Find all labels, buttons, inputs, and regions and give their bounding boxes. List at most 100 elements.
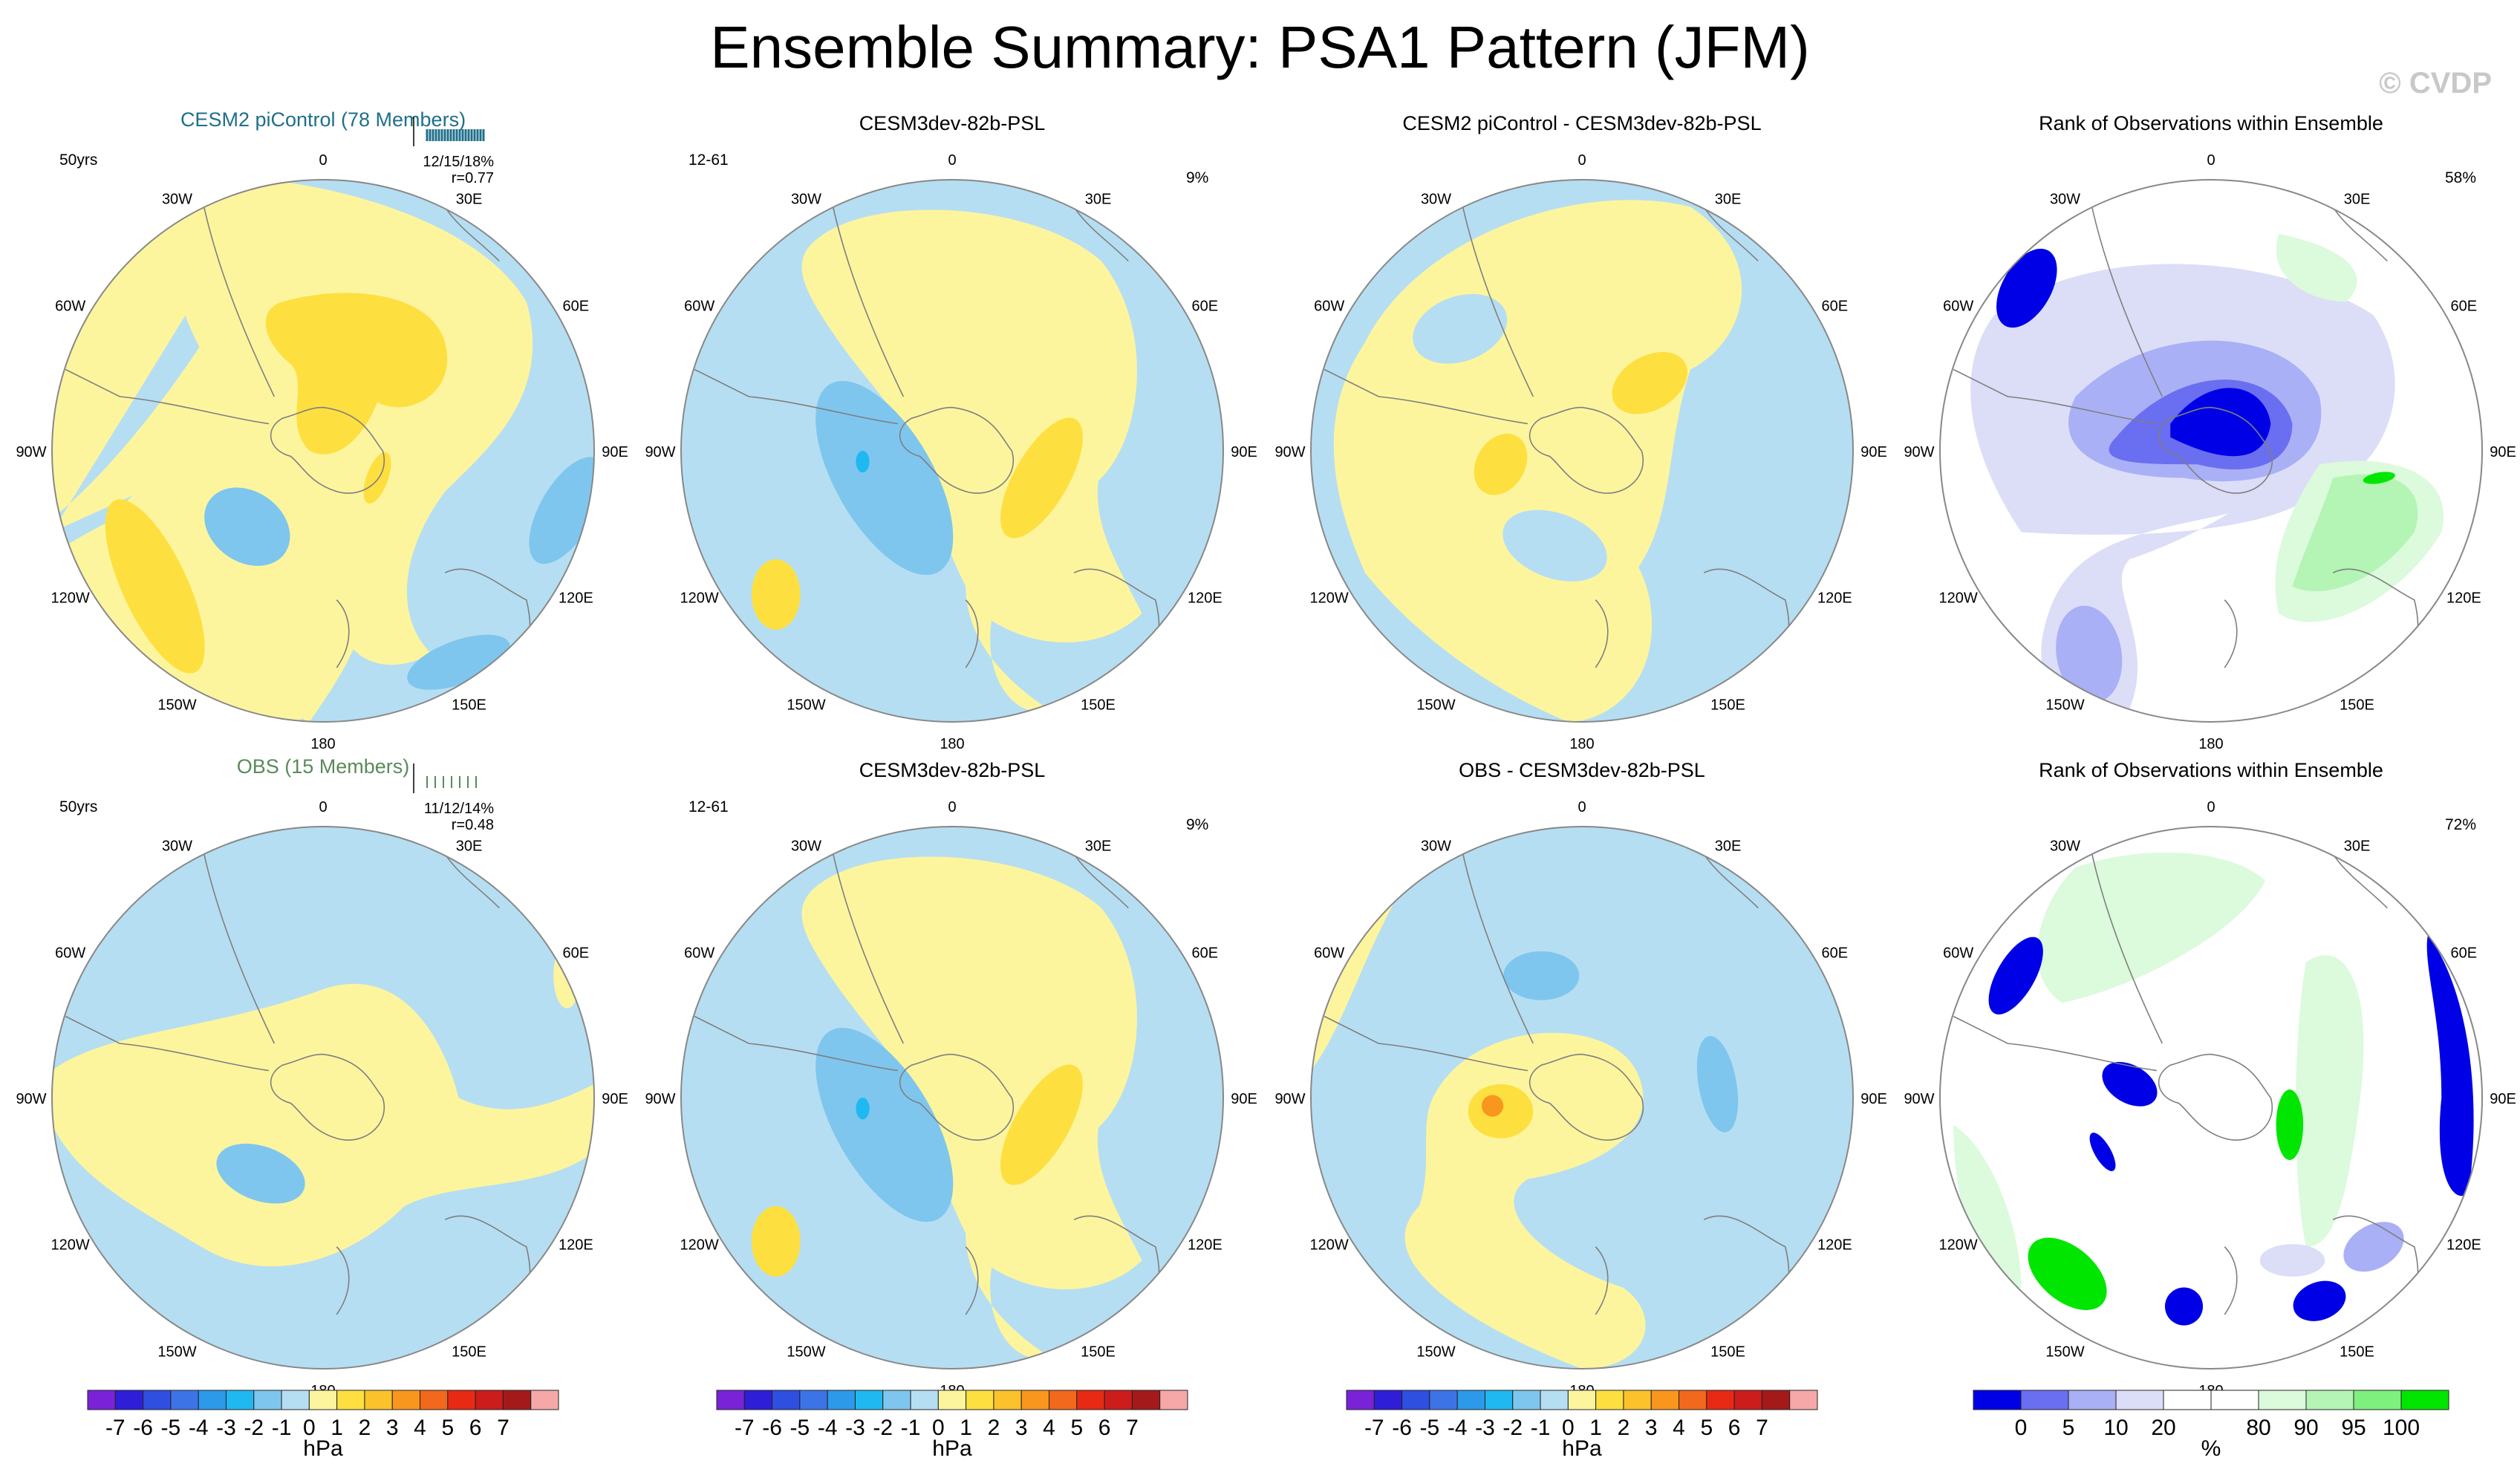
colorbar-tick-label: -5 [790, 1416, 810, 1440]
colorbar-swatch [114, 1390, 144, 1410]
longitude-label: 120W [1939, 1237, 1978, 1254]
contour-region [105, 499, 205, 674]
coastline [829, 840, 905, 1044]
colorbar-tick-label: 5 [441, 1416, 454, 1440]
longitude-label: 90W [16, 1091, 46, 1107]
longitude-label: 0 [2207, 799, 2215, 815]
longitude-label: 90E [1231, 1091, 1257, 1107]
colorbar-tick-label: 0 [303, 1416, 316, 1440]
longitude-label: 150W [1416, 697, 1455, 713]
longitude-label: 90E [1860, 444, 1887, 460]
colorbar-swatch [1104, 1390, 1133, 1410]
colorbar-tick-label: -5 [161, 1416, 181, 1440]
longitude-label: 60E [1192, 299, 1219, 315]
longitude-label: 150W [787, 1344, 825, 1360]
panel-r-value: r=0.77 [452, 170, 494, 186]
colorbar-cb3: -7 -6 -5 -4 -3 -2 -1 0 1 2 3 4 5 6 7 hPa [1346, 1390, 1818, 1461]
colorbar-tick-label: -1 [272, 1416, 292, 1440]
longitude-label: 0 [2207, 152, 2215, 169]
colorbar-swatch [1973, 1390, 2022, 1410]
colorbar-units: % [2201, 1436, 2221, 1461]
colorbar-swatch [1512, 1390, 1541, 1410]
contour-region [2293, 1280, 2346, 1321]
contour-region [1481, 1095, 1504, 1117]
longitude-label: 150W [2045, 1344, 2084, 1360]
colorbar-tick-label: -7 [105, 1416, 126, 1440]
longitude-label: 90E [1231, 444, 1257, 460]
contour-region [1612, 351, 1688, 414]
panel-right-note: 9% [1186, 169, 1208, 186]
longitude-label: 30W [1421, 838, 1451, 855]
colorbar-tick-label: 4 [414, 1416, 426, 1440]
longitude-label: 180 [310, 736, 335, 752]
longitude-label: 150E [452, 697, 486, 713]
longitude-label: 60E [2451, 945, 2478, 962]
longitude-label: 30E [1085, 192, 1112, 208]
colorbar-swatch [1595, 1390, 1624, 1410]
longitude-label: 30W [2050, 192, 2080, 208]
map-border [51, 826, 595, 1370]
map-area [681, 180, 1223, 722]
longitude-label: 180 [1569, 736, 1594, 752]
contour-region [2292, 474, 2418, 592]
colorbar-tick-label: 5 [2062, 1416, 2075, 1440]
map-border [1939, 179, 2483, 723]
colorbar-swatch [447, 1390, 476, 1410]
longitude-label: 150W [787, 697, 825, 713]
coastline [965, 1246, 979, 1315]
coastline [1324, 368, 1528, 425]
panel-title: Rank of Observations within Ensemble [2039, 112, 2383, 134]
longitude-label: 90W [16, 444, 46, 460]
coastline [1595, 599, 1609, 668]
colorbar-swatch [2068, 1390, 2117, 1410]
contour-region [1988, 937, 2043, 1015]
colorbar-swatch [1540, 1390, 1569, 1410]
coastline [899, 406, 1014, 494]
contour-region [2343, 1222, 2404, 1272]
colorbar-swatch [2400, 1390, 2449, 1410]
longitude-label: 90W [1274, 1091, 1305, 1107]
longitude-label: 0 [1578, 799, 1586, 815]
colorbar-cb2: -7 -6 -5 -4 -3 -2 -1 0 1 2 3 4 5 6 7 hPa [716, 1390, 1188, 1461]
map-border [51, 179, 595, 723]
contour-region [2164, 1287, 2204, 1326]
ensemble-spread-bar [413, 117, 485, 146]
contour-region [966, 1111, 1142, 1290]
longitude-label: 150E [2340, 697, 2374, 713]
longitude-label: 180 [2198, 736, 2223, 752]
contour-region [1474, 433, 1528, 495]
longitude-label: 90W [1274, 444, 1305, 460]
coastline [200, 840, 276, 1044]
colorbar-tick-label: -3 [845, 1416, 865, 1440]
colorbar-swatch [281, 1390, 310, 1410]
colorbar-swatch [1159, 1390, 1188, 1410]
panel-right-note: 9% [1186, 816, 1208, 833]
colorbar-swatch [993, 1390, 1022, 1410]
longitude-label: 60W [1314, 299, 1344, 315]
panel-right-note: 72% [2445, 816, 2476, 833]
longitude-label: 150E [1710, 1344, 1745, 1360]
map-area [1940, 827, 2482, 1369]
longitude-label: 30E [1085, 838, 1112, 855]
watermark-text: © CVDP [2379, 67, 2492, 100]
colorbar-tick-label: -3 [216, 1416, 236, 1440]
longitude-label: 120W [51, 590, 90, 607]
ensemble-spread-bar [413, 763, 477, 793]
contour-region [1996, 248, 2057, 328]
colorbar-swatch [1020, 1390, 1050, 1410]
longitude-label: 150E [1081, 697, 1116, 713]
contour-region [1000, 417, 1083, 538]
panel-title: OBS (15 Members) [237, 755, 410, 778]
longitude-label: 30E [456, 192, 483, 208]
contour-region [265, 293, 448, 455]
colorbar-swatch [2163, 1390, 2212, 1410]
longitude-label: 60E [563, 299, 590, 315]
colorbar-tick-label: 100 [2383, 1416, 2420, 1440]
colorbar-swatch [170, 1390, 199, 1410]
longitude-label: 120W [680, 1237, 719, 1254]
contour-region [216, 1143, 305, 1204]
coastline [2158, 1053, 2273, 1141]
colorbar-swatch [937, 1390, 967, 1410]
colorbar-tick-label: -4 [818, 1416, 838, 1440]
panel-title: CESM3dev-82b-PSL [859, 112, 1046, 134]
